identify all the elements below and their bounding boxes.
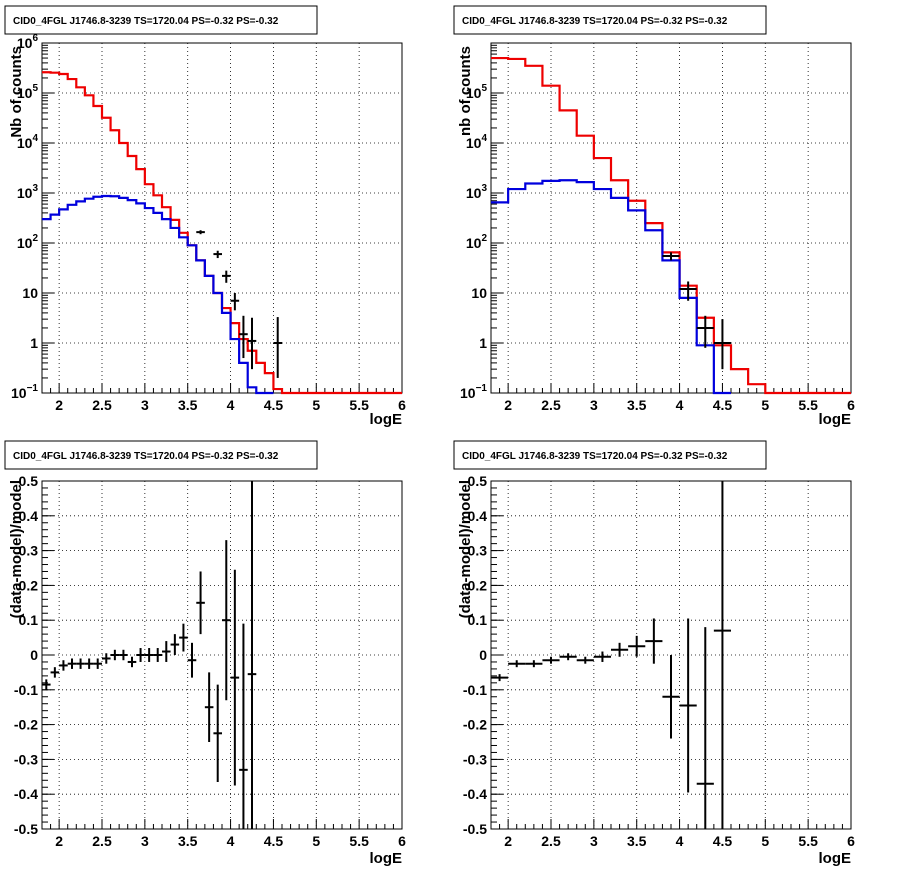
x-tick-label: 2.5 xyxy=(541,397,561,413)
x-tick-label: 5.5 xyxy=(798,397,818,413)
x-tick-label: 5 xyxy=(761,833,769,849)
y-tick-label: 0.4 xyxy=(19,508,39,524)
x-tick-label: 6 xyxy=(847,397,855,413)
title-box xyxy=(4,5,318,35)
x-tick-label: 3 xyxy=(590,833,598,849)
y-axis-label: (data-model)/model xyxy=(457,480,474,618)
y-tick-label: -0.2 xyxy=(14,717,38,733)
x-tick-label: 6 xyxy=(847,833,855,849)
x-tick-label: 5.5 xyxy=(798,833,818,849)
y-tick-label: 10 xyxy=(471,285,487,301)
y-tick-label: 0.1 xyxy=(468,612,488,628)
x-tick-label: 5 xyxy=(312,397,320,413)
y-tick-label: 103 xyxy=(17,183,39,201)
y-tick-label: 105 xyxy=(466,83,488,101)
y-tick-label: 106 xyxy=(17,33,39,51)
y-tick-label: 0.5 xyxy=(19,473,39,489)
x-tick-label: 2.5 xyxy=(541,833,561,849)
x-tick-label: 5.5 xyxy=(349,397,369,413)
y-tick-label: -0.2 xyxy=(463,717,487,733)
plot-frame xyxy=(41,42,403,394)
chart-title: CID0_4FGL J1746.8-3239 TS=1720.04 PS=-0.… xyxy=(462,451,728,462)
chart-title: CID0_4FGL J1746.8-3239 TS=1720.04 PS=-0.… xyxy=(13,16,279,27)
plot-frame xyxy=(490,42,852,394)
title-box xyxy=(453,5,767,35)
y-tick-label: 10−1 xyxy=(11,383,38,401)
y-tick-label: -0.1 xyxy=(463,682,487,698)
y-tick-label: 0.3 xyxy=(468,543,488,559)
y-tick-label: 0 xyxy=(30,647,38,663)
x-tick-label: 5.5 xyxy=(349,833,369,849)
y-tick-label: -0.4 xyxy=(14,786,38,802)
x-axis-label: logE xyxy=(370,411,403,428)
y-tick-label: 0.3 xyxy=(19,543,39,559)
y-tick-label: 0.2 xyxy=(19,577,39,593)
y-tick-label: 1 xyxy=(30,335,38,351)
panel-counts-right: CID0_4FGL J1746.8-3239 TS=1720.04 PS=-0.… xyxy=(453,5,855,428)
x-tick-label: 4 xyxy=(227,833,235,849)
chart-title: CID0_4FGL J1746.8-3239 TS=1720.04 PS=-0.… xyxy=(462,16,728,27)
x-tick-label: 3.5 xyxy=(627,833,647,849)
y-axis-label: nb of counts xyxy=(457,46,474,136)
x-tick-label: 2.5 xyxy=(92,397,112,413)
y-tick-label: -0.5 xyxy=(14,821,38,837)
chart-title: CID0_4FGL J1746.8-3239 TS=1720.04 PS=-0.… xyxy=(13,451,279,462)
x-tick-label: 4.5 xyxy=(713,833,733,849)
y-tick-label: 0.2 xyxy=(468,577,488,593)
y-tick-label: 103 xyxy=(466,183,488,201)
y-tick-label: 102 xyxy=(466,233,488,251)
x-tick-label: 6 xyxy=(398,833,406,849)
x-tick-label: 3.5 xyxy=(627,397,647,413)
y-tick-label: 104 xyxy=(17,133,39,151)
x-tick-label: 3 xyxy=(590,397,598,413)
x-axis-label: logE xyxy=(819,850,852,867)
x-tick-label: 5 xyxy=(312,833,320,849)
y-axis-label: Nb of counts xyxy=(8,46,25,138)
y-tick-label: 10 xyxy=(22,285,38,301)
y-tick-label: -0.1 xyxy=(14,682,38,698)
x-tick-label: 4 xyxy=(676,833,684,849)
title-box xyxy=(453,440,767,470)
y-tick-label: 0.4 xyxy=(468,508,488,524)
x-tick-label: 4 xyxy=(676,397,684,413)
x-tick-label: 2 xyxy=(55,397,63,413)
panel-residuals-left: CID0_4FGL J1746.8-3239 TS=1720.04 PS=-0.… xyxy=(4,440,406,867)
y-tick-label: -0.3 xyxy=(14,751,38,767)
y-tick-label: 10−1 xyxy=(460,383,487,401)
x-tick-label: 4.5 xyxy=(264,397,284,413)
title-box xyxy=(4,440,318,470)
y-tick-label: 105 xyxy=(17,83,39,101)
x-axis-label: logE xyxy=(370,850,403,867)
series-source-line xyxy=(42,194,274,395)
y-tick-label: 0.1 xyxy=(19,612,39,628)
panel-residuals-right: CID0_4FGL J1746.8-3239 TS=1720.04 PS=-0.… xyxy=(453,440,855,867)
x-tick-label: 3 xyxy=(141,397,149,413)
y-tick-label: 104 xyxy=(466,133,488,151)
y-tick-label: -0.5 xyxy=(463,821,487,837)
x-axis-label: logE xyxy=(819,411,852,428)
x-tick-label: 3.5 xyxy=(178,397,198,413)
x-tick-label: 2.5 xyxy=(92,833,112,849)
x-tick-label: 5 xyxy=(761,397,769,413)
x-tick-label: 3.5 xyxy=(178,833,198,849)
x-tick-label: 4.5 xyxy=(713,397,733,413)
y-tick-label: 0 xyxy=(479,647,487,663)
y-tick-label: -0.4 xyxy=(463,786,487,802)
x-tick-label: 2 xyxy=(504,397,512,413)
x-tick-label: 2 xyxy=(504,833,512,849)
y-tick-label: 102 xyxy=(17,233,39,251)
y-tick-label: 1 xyxy=(479,335,487,351)
y-tick-label: 0.5 xyxy=(468,473,488,489)
y-axis-label: (data-model)/model xyxy=(8,480,25,618)
series-model-line xyxy=(491,56,851,395)
x-tick-label: 6 xyxy=(398,397,406,413)
x-tick-label: 4 xyxy=(227,397,235,413)
panel-counts-left: CID0_4FGL J1746.8-3239 TS=1720.04 PS=-0.… xyxy=(4,5,406,428)
x-tick-label: 3 xyxy=(141,833,149,849)
x-tick-label: 2 xyxy=(55,833,63,849)
y-tick-label: -0.3 xyxy=(463,751,487,767)
x-tick-label: 4.5 xyxy=(264,833,284,849)
